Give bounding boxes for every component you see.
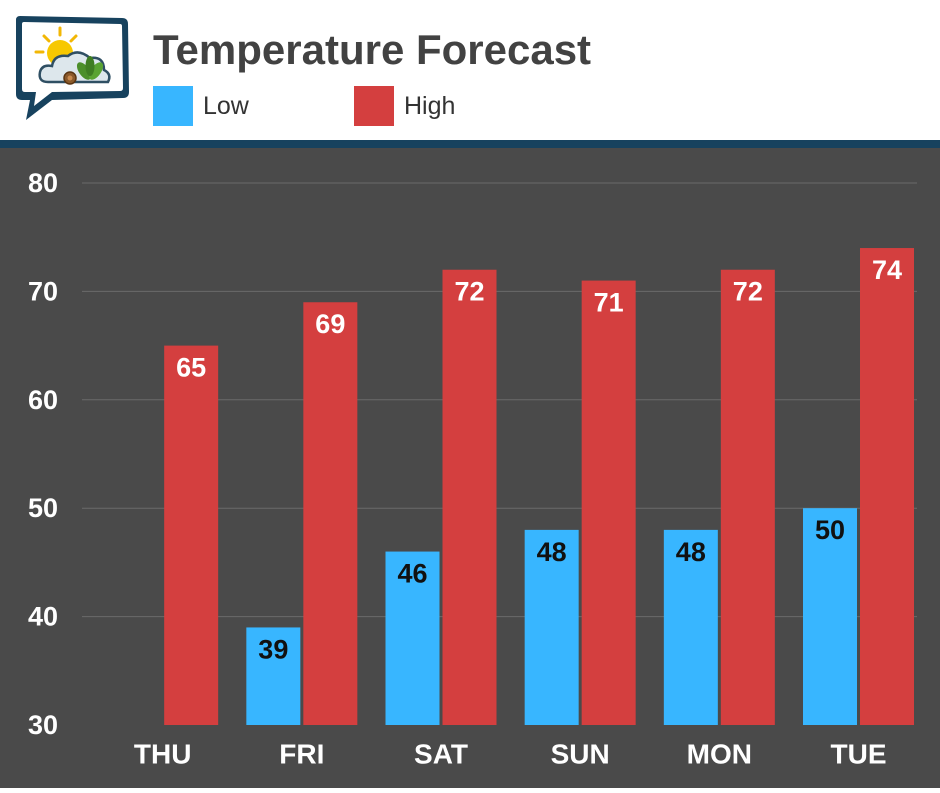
- data-label-high: 72: [733, 277, 763, 307]
- bar-high-fri: [303, 302, 358, 725]
- bar-high-sat: [442, 269, 497, 725]
- x-tick-label: FRI: [279, 739, 324, 770]
- y-tick-label: 70: [28, 276, 58, 306]
- legend-item-low: Low: [153, 86, 249, 126]
- bar-low-sun: [524, 529, 579, 725]
- bar-high-thu: [164, 345, 219, 725]
- x-tick-label: MON: [687, 739, 752, 770]
- header-divider: [0, 140, 940, 148]
- legend-swatch-high: [354, 86, 394, 126]
- y-tick-label: 60: [28, 385, 58, 415]
- data-label-low: 48: [537, 537, 567, 567]
- data-label-high: 65: [176, 353, 206, 383]
- legend-item-high: High: [354, 86, 455, 126]
- x-tick-label: THU: [134, 739, 192, 770]
- data-label-low: 48: [676, 537, 706, 567]
- x-tick-label: TUE: [831, 739, 887, 770]
- bar-chart: 30 40 50 60 70 80 65 THU 39 69 FRI 46 72 SAT 48 71 SUN 48…: [28, 168, 917, 770]
- bar-high-tue: [860, 248, 914, 725]
- bar-high-mon: [720, 269, 775, 725]
- chart-title: Temperature Forecast: [153, 26, 592, 73]
- y-tick-label: 80: [28, 168, 58, 198]
- data-label-high: 72: [454, 277, 484, 307]
- y-tick-label: 30: [28, 710, 58, 740]
- y-tick-label: 40: [28, 602, 58, 632]
- bar-low-fri: [246, 627, 301, 725]
- bar-high-sun: [581, 280, 636, 725]
- header: Temperature Forecast Low High: [0, 0, 940, 140]
- legend-label-low: Low: [203, 91, 249, 120]
- weather-logo-icon: [16, 16, 129, 120]
- data-label-high: 71: [594, 288, 624, 318]
- chart-area: 30 40 50 60 70 80 65 THU 39 69 FRI 46 72 SAT 48 71 SUN 48…: [0, 148, 940, 788]
- data-label-low: 46: [397, 559, 427, 589]
- data-label-low: 39: [258, 634, 288, 664]
- data-label-high: 74: [872, 255, 902, 285]
- legend-swatch-low: [153, 86, 193, 126]
- data-label-low: 50: [815, 515, 845, 545]
- legend-label-high: High: [404, 91, 456, 120]
- x-tick-label: SAT: [414, 739, 468, 770]
- bar-low-mon: [663, 529, 718, 725]
- bar-low-sat: [385, 551, 440, 725]
- y-tick-label: 50: [28, 493, 58, 523]
- data-label-high: 69: [315, 309, 345, 339]
- bar-low-tue: [803, 508, 857, 725]
- x-tick-label: SUN: [551, 739, 610, 770]
